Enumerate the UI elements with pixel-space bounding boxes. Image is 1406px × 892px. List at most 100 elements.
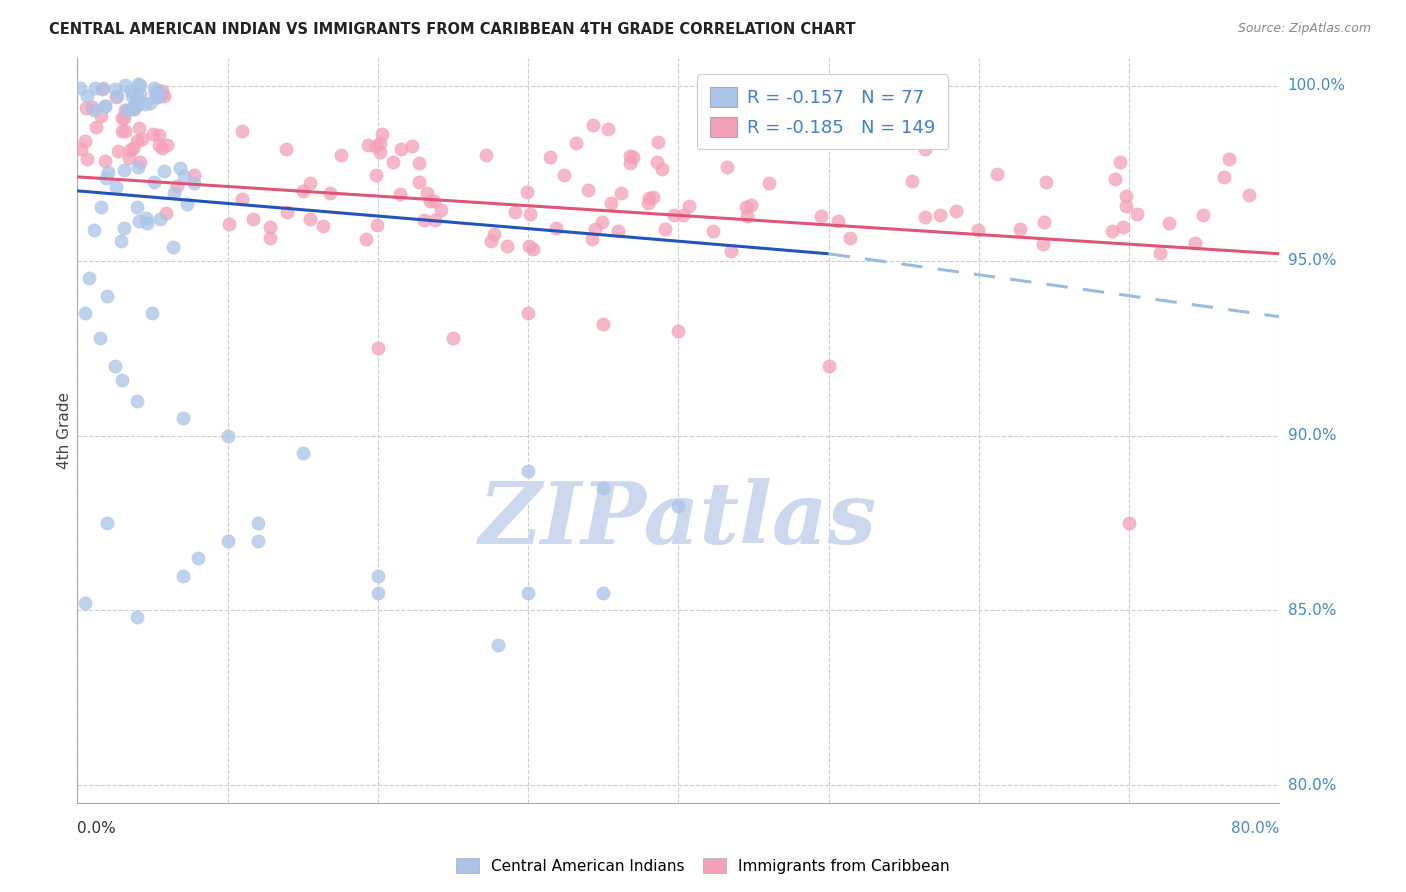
Point xyxy=(105,180,128,194)
Point xyxy=(354,232,377,246)
Point xyxy=(127,393,149,408)
Point xyxy=(592,481,614,495)
Point xyxy=(112,221,135,235)
Point xyxy=(516,185,538,199)
Point xyxy=(364,138,387,153)
Point xyxy=(111,124,134,138)
Point xyxy=(1115,188,1137,202)
Point xyxy=(112,111,135,125)
Point xyxy=(668,499,690,513)
Point xyxy=(97,165,120,179)
Point xyxy=(368,145,391,159)
Point xyxy=(367,568,389,582)
Point xyxy=(1218,153,1240,167)
Point xyxy=(127,90,149,104)
Point xyxy=(173,169,195,183)
Point xyxy=(1111,220,1133,235)
Point xyxy=(299,211,322,226)
Point xyxy=(505,205,527,219)
Point xyxy=(401,138,423,153)
Point xyxy=(838,231,860,245)
Point xyxy=(389,186,412,201)
Point xyxy=(598,121,620,136)
Point xyxy=(83,223,105,237)
Point xyxy=(408,175,430,189)
Point xyxy=(382,154,405,169)
Point xyxy=(517,464,540,478)
Point xyxy=(810,209,832,223)
Point xyxy=(69,80,91,95)
Point xyxy=(367,586,389,600)
Point xyxy=(69,142,91,156)
Point xyxy=(1035,175,1057,189)
Point xyxy=(966,223,988,237)
Point xyxy=(371,127,394,141)
Point xyxy=(1157,216,1180,230)
Point xyxy=(146,83,169,97)
Point xyxy=(166,178,188,193)
Point xyxy=(91,80,114,95)
Point xyxy=(149,87,172,102)
Point xyxy=(91,82,114,96)
Point xyxy=(1101,224,1123,238)
Point xyxy=(827,214,849,228)
Point xyxy=(183,176,205,190)
Point xyxy=(366,218,388,232)
Point xyxy=(312,219,335,233)
Point xyxy=(76,101,98,115)
Point xyxy=(121,102,143,116)
Point xyxy=(619,149,641,163)
Point xyxy=(73,306,96,320)
Point xyxy=(176,196,198,211)
Point xyxy=(419,194,441,208)
Point xyxy=(242,212,264,227)
Point xyxy=(647,135,669,149)
Text: 100.0%: 100.0% xyxy=(1288,78,1346,94)
Point xyxy=(128,78,150,93)
Point xyxy=(94,171,117,186)
Point xyxy=(125,200,148,214)
Point xyxy=(408,156,430,170)
Point xyxy=(143,81,166,95)
Point xyxy=(517,306,540,320)
Point xyxy=(479,234,502,248)
Point xyxy=(122,99,145,113)
Point xyxy=(218,217,240,231)
Point xyxy=(80,100,103,114)
Point xyxy=(134,97,156,112)
Point xyxy=(128,214,150,228)
Point xyxy=(423,213,446,227)
Point xyxy=(149,212,172,227)
Point xyxy=(662,208,685,222)
Point xyxy=(637,196,659,211)
Point xyxy=(986,167,1008,181)
Legend: Central American Indians, Immigrants from Caribbean: Central American Indians, Immigrants fro… xyxy=(450,852,956,880)
Point xyxy=(482,227,505,242)
Point xyxy=(111,373,134,387)
Point xyxy=(423,194,446,208)
Point xyxy=(1010,222,1032,236)
Point xyxy=(112,163,135,178)
Point xyxy=(104,90,127,104)
Point xyxy=(90,200,112,214)
Point xyxy=(94,99,117,113)
Point xyxy=(120,84,142,98)
Point xyxy=(367,341,389,355)
Point xyxy=(135,211,157,226)
Point xyxy=(153,89,176,103)
Point xyxy=(1149,246,1171,260)
Point xyxy=(1104,172,1126,186)
Point xyxy=(259,219,281,234)
Point xyxy=(1109,155,1132,169)
Point xyxy=(416,186,439,200)
Point xyxy=(1213,170,1236,185)
Point xyxy=(929,208,952,222)
Point xyxy=(291,446,314,460)
Point xyxy=(131,132,153,146)
Point xyxy=(678,199,700,213)
Point xyxy=(274,142,297,156)
Point xyxy=(522,242,544,256)
Point xyxy=(114,78,136,92)
Point xyxy=(619,155,641,169)
Point xyxy=(740,198,762,212)
